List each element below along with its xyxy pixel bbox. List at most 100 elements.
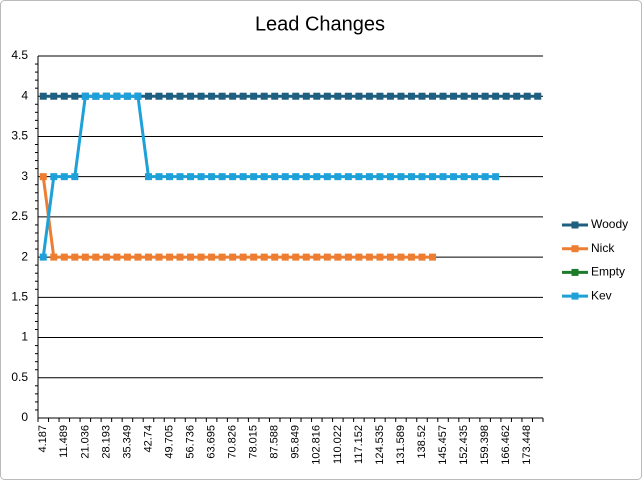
marker bbox=[50, 253, 58, 261]
y-tick-label: 4 bbox=[21, 88, 28, 102]
marker bbox=[260, 92, 268, 100]
marker bbox=[144, 173, 152, 181]
marker bbox=[134, 92, 142, 100]
marker bbox=[92, 92, 100, 100]
marker bbox=[218, 173, 226, 181]
marker bbox=[418, 253, 426, 261]
marker bbox=[113, 253, 121, 261]
marker bbox=[39, 253, 47, 261]
marker bbox=[302, 253, 310, 261]
marker bbox=[292, 173, 300, 181]
marker bbox=[102, 253, 110, 261]
x-tick-label: 11.489 bbox=[58, 425, 70, 458]
y-tick-label: 4.5 bbox=[11, 48, 28, 62]
marker bbox=[313, 253, 321, 261]
marker bbox=[50, 173, 58, 181]
marker bbox=[386, 92, 394, 100]
x-tick-label: 173.448 bbox=[521, 425, 533, 465]
marker bbox=[355, 253, 363, 261]
y-tick-label: 2.5 bbox=[11, 209, 28, 223]
marker bbox=[450, 92, 458, 100]
marker bbox=[271, 253, 279, 261]
marker bbox=[239, 253, 247, 261]
marker bbox=[144, 92, 152, 100]
marker bbox=[355, 173, 363, 181]
x-tick-label: 124.535 bbox=[374, 425, 386, 465]
legend-marker bbox=[571, 292, 579, 300]
marker bbox=[92, 253, 100, 261]
marker bbox=[429, 253, 437, 261]
marker bbox=[155, 253, 163, 261]
marker bbox=[123, 253, 131, 261]
marker bbox=[281, 173, 289, 181]
marker bbox=[471, 173, 479, 181]
marker bbox=[218, 253, 226, 261]
marker bbox=[71, 173, 79, 181]
marker bbox=[397, 173, 405, 181]
marker bbox=[492, 173, 500, 181]
marker bbox=[365, 92, 373, 100]
marker bbox=[71, 92, 79, 100]
marker bbox=[481, 92, 489, 100]
y-tick-label: 1.5 bbox=[11, 290, 28, 304]
marker bbox=[365, 173, 373, 181]
marker bbox=[250, 92, 258, 100]
marker bbox=[144, 253, 152, 261]
marker bbox=[407, 253, 415, 261]
marker bbox=[418, 92, 426, 100]
marker bbox=[81, 253, 89, 261]
marker bbox=[460, 92, 468, 100]
marker bbox=[218, 92, 226, 100]
y-tick-label: 3 bbox=[21, 169, 28, 183]
marker bbox=[60, 253, 68, 261]
marker bbox=[323, 92, 331, 100]
legend-marker bbox=[571, 245, 579, 253]
marker bbox=[344, 253, 352, 261]
chart-title: Lead Changes bbox=[255, 13, 385, 35]
marker bbox=[187, 92, 195, 100]
marker bbox=[418, 173, 426, 181]
x-tick-label: 95.849 bbox=[290, 425, 302, 459]
marker bbox=[176, 92, 184, 100]
marker bbox=[407, 173, 415, 181]
marker bbox=[355, 92, 363, 100]
y-tick-label: 2 bbox=[21, 249, 28, 263]
marker bbox=[481, 173, 489, 181]
marker bbox=[197, 173, 205, 181]
legend-marker bbox=[571, 221, 579, 229]
marker bbox=[534, 92, 542, 100]
marker bbox=[460, 173, 468, 181]
x-tick-label: 117.152 bbox=[353, 425, 365, 464]
legend-label: Woody bbox=[591, 217, 628, 231]
marker bbox=[281, 92, 289, 100]
marker bbox=[292, 253, 300, 261]
marker bbox=[323, 253, 331, 261]
marker bbox=[376, 253, 384, 261]
legend-label: Empty bbox=[591, 265, 625, 279]
marker bbox=[197, 253, 205, 261]
marker bbox=[229, 173, 237, 181]
marker bbox=[292, 92, 300, 100]
y-tick-label: 3.5 bbox=[11, 129, 28, 143]
marker bbox=[492, 92, 500, 100]
marker bbox=[523, 92, 531, 100]
marker bbox=[429, 92, 437, 100]
y-tick-label: 0 bbox=[21, 410, 28, 424]
marker bbox=[60, 173, 68, 181]
x-tick-label: 35.349 bbox=[121, 425, 133, 459]
marker bbox=[39, 92, 47, 100]
x-tick-label: 87.588 bbox=[269, 425, 281, 459]
marker bbox=[229, 92, 237, 100]
marker bbox=[450, 173, 458, 181]
marker bbox=[123, 92, 131, 100]
marker bbox=[429, 173, 437, 181]
x-tick-label: 28.193 bbox=[100, 425, 112, 459]
marker bbox=[166, 92, 174, 100]
marker bbox=[71, 253, 79, 261]
x-tick-label: 145.457 bbox=[437, 425, 449, 465]
marker bbox=[176, 173, 184, 181]
marker bbox=[502, 92, 510, 100]
marker bbox=[260, 253, 268, 261]
marker bbox=[302, 173, 310, 181]
